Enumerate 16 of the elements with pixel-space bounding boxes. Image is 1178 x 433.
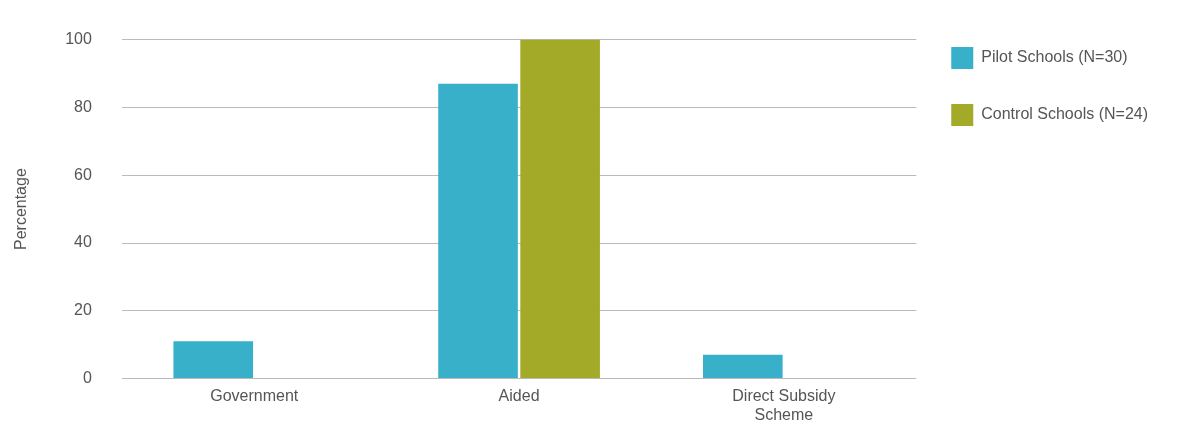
- legend-label: Pilot Schools (N=30): [981, 48, 1128, 66]
- bar: [703, 354, 783, 379]
- y-tick-label: 20: [74, 301, 92, 319]
- x-tick-label: Aided: [498, 386, 540, 404]
- y-tick-label: 60: [74, 165, 92, 183]
- bar: [520, 39, 600, 379]
- y-tick-label: 100: [65, 30, 92, 48]
- bar: [173, 341, 254, 379]
- y-tick-label: 0: [82, 369, 92, 387]
- x-tick-label: Government: [210, 386, 299, 404]
- y-axis-title: Percentage: [12, 168, 30, 251]
- bar: [438, 83, 518, 379]
- y-tick-label: 80: [74, 97, 92, 115]
- x-tick-label: Direct Subsidy Scheme: [732, 386, 836, 423]
- y-tick-label: 40: [74, 233, 92, 251]
- legend-label: Control Schools (N=24): [981, 105, 1149, 123]
